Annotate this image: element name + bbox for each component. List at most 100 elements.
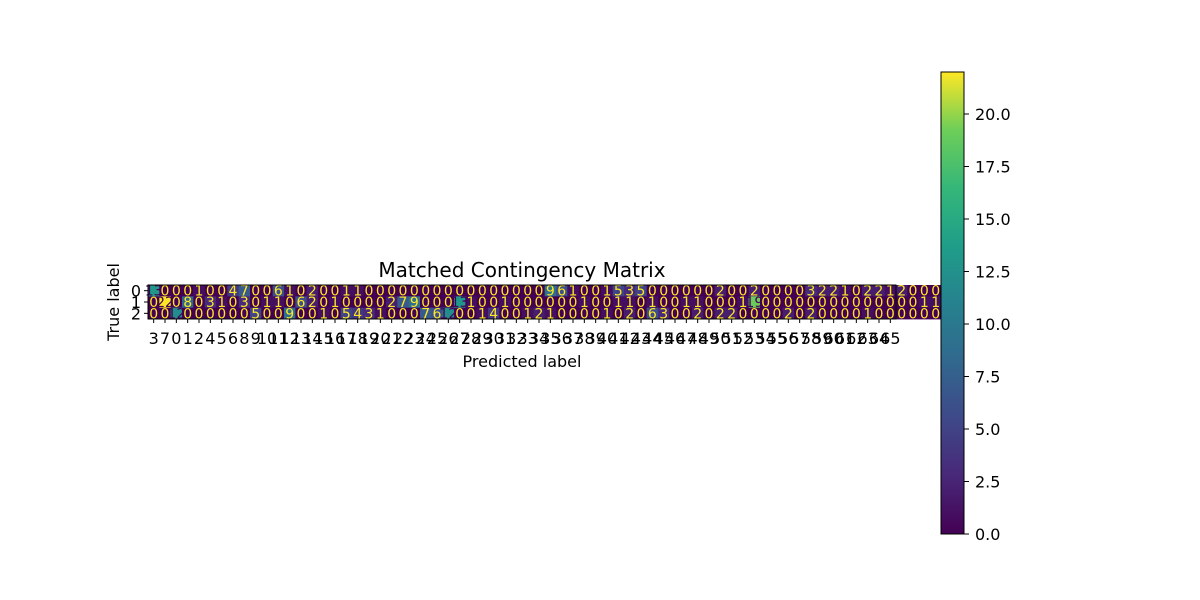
cell-value-label: 0 [149,295,158,311]
x-tick-label: 48 [687,329,707,348]
cell-value-label: 0 [240,306,249,322]
heatmap-cell [805,307,818,320]
heatmap-cell [510,296,523,309]
x-tick-label: 5 [217,329,227,348]
x-tick-label: 49 [699,329,719,348]
cell-value-label: 0 [818,306,827,322]
heatmap-cell [488,285,500,297]
heatmap-cell [782,296,795,309]
cell-value-label: 0 [637,306,646,322]
heatmap-cell [295,296,308,309]
cell-value-label: 1 [920,295,929,311]
colorbar-ticks: 0.0 2.5 5.0 7.5 10.0 12.5 15.0 17.5 20.0 [964,105,1011,544]
x-tick-label: 19 [359,329,379,348]
heatmap-cell [873,296,886,309]
cell-value-label: 0 [251,295,260,311]
heatmap-cell [680,307,693,320]
heatmap-cell [238,296,251,309]
heatmap-cell [578,296,591,309]
x-tick-label: 4 [205,329,215,348]
cell-value-label: 2 [875,284,884,300]
x-tick-label: 53 [744,329,764,348]
heatmap-cell [374,285,387,297]
cell-value-label: 1 [614,295,623,311]
cell-value-label: 0 [319,284,328,300]
cell-value-label: 0 [557,306,566,322]
heatmap-cell [216,285,228,297]
heatmap-cell [760,307,772,320]
cell-value-label: 1 [319,306,328,322]
heatmap-labels: 130 0 0 1 0 0 4 7 0 0 6 1 0 2 0 0 1 1 0 0 0 0 0 0 0 0 0 0 0 0 0 0 0 0 9 6 1 0… [145,284,940,323]
heatmap-cell [306,296,319,309]
heatmap-cell [873,307,886,320]
cell-value-label: 0 [591,284,600,300]
heatmap-cell [703,285,716,297]
heatmap-cell [204,296,217,309]
cell-value-label: 0 [659,284,668,300]
heatmap-cell [431,296,444,309]
cell-value-label: 0 [206,284,215,300]
heatmap-cell [340,307,353,320]
heatmap-cell [816,307,829,320]
heatmap-cell [533,307,546,320]
cell-value-label: 0 [399,306,408,322]
heatmap-cell [850,307,863,320]
cell-value-label: 1 [603,306,612,322]
x-tick-label: 33 [517,329,537,348]
cell-value-label: 9 [285,306,294,322]
heatmap-cell [544,285,557,297]
x-tick-label: 39 [585,329,605,348]
heatmap-cell [839,296,852,309]
colorbar-gradient [940,71,965,535]
heatmap-cell [737,307,750,320]
cell-value-label: 0 [489,295,498,311]
cell-value-label: 2 [727,306,736,322]
heatmap-cell [170,296,183,309]
heatmap-cell [476,296,489,309]
cell-value-label: 0 [931,284,940,300]
cell-value-label: 5 [251,306,260,322]
y-axis-label: True label [104,263,123,342]
heatmap-cell [261,307,274,320]
heatmap-cell [658,285,670,297]
x-tick-label: 17 [336,329,356,348]
cell-value-label: 0 [535,295,544,311]
heatmap-cell [499,296,512,309]
x-tick-label: 7 [160,329,170,348]
heatmap-cell [363,307,376,320]
heatmap-cell [250,307,262,320]
heatmap-cell [760,285,772,297]
cell-value-label: 0 [478,284,487,300]
x-tick-label: 28 [461,329,481,348]
x-tick-label: 58 [801,329,821,348]
cell-value-label: 0 [852,295,861,311]
heatmap-cell [771,307,784,320]
x-tick-label: 29 [472,329,492,348]
x-tick-label: 35 [540,329,560,348]
colorbar [940,71,965,535]
cell-value-label: 4 [489,306,498,322]
cell-value-label: 0 [455,306,464,322]
cell-value-label: 0 [682,306,691,322]
x-tick-label: 23 [404,329,424,348]
x-tick-label: 31 [495,329,515,348]
x-tick-label: 30 [483,329,503,348]
cell-value-label: 0 [875,295,884,311]
heatmap-cell [318,296,330,309]
cell-value-label: 4 [229,284,238,300]
colorbar-tick-label: 2.5 [975,473,1000,492]
cell-value-label: 0 [331,306,340,322]
cell-value-label: 0 [818,295,827,311]
heatmap-cell [612,296,625,309]
heatmap-cell [567,307,580,320]
x-tick-label: 57 [789,329,809,348]
cell-value-label: 0 [897,306,906,322]
heatmap-cell [760,296,772,309]
cell-value-label: 1 [569,284,578,300]
heatmap-cell [250,285,262,297]
heatmap-cell [635,285,648,297]
heatmap-cell [329,285,342,297]
heatmap-cell [646,285,659,297]
cell-value-label: 0 [478,295,487,311]
